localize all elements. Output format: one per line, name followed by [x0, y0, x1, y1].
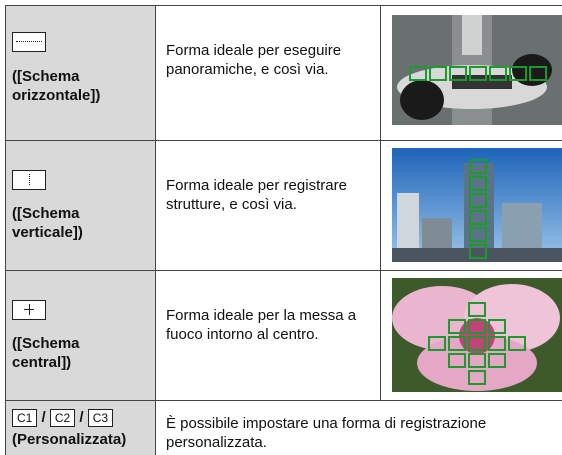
description: Forma ideale per eseguire panoramiche, e…: [166, 42, 342, 78]
description: È possibile impostare una forma di regis…: [166, 415, 487, 451]
border: [156, 270, 562, 271]
border: [156, 400, 562, 401]
border: [156, 140, 562, 141]
description: Forma ideale per la messa a fuoco intorn…: [166, 307, 357, 343]
border: [156, 5, 562, 6]
cell: [5, 270, 156, 400]
cell: [5, 5, 156, 140]
icon-label: C1: [12, 409, 38, 427]
image-flower: [392, 278, 562, 392]
icon: [12, 32, 46, 52]
icon-label: C3: [87, 409, 114, 427]
label: ([Schema verticale]): [12, 205, 83, 241]
border: [380, 5, 381, 400]
label: ([Schema orizzontale]): [12, 68, 101, 104]
icon-label: C2: [49, 409, 76, 427]
label: (Personalizzata): [12, 431, 127, 448]
image-buildings: [392, 148, 562, 262]
label: ([Schema central]): [12, 335, 80, 371]
separator: /: [79, 409, 84, 426]
custom-icons: C1 / C2 / C3: [12, 408, 157, 427]
separator: /: [41, 409, 46, 426]
cell: [5, 140, 156, 270]
icon: [12, 170, 46, 190]
description: Forma ideale per registrare strutture, e…: [166, 177, 347, 213]
image-race-car: [392, 15, 562, 125]
icon: [12, 300, 46, 320]
